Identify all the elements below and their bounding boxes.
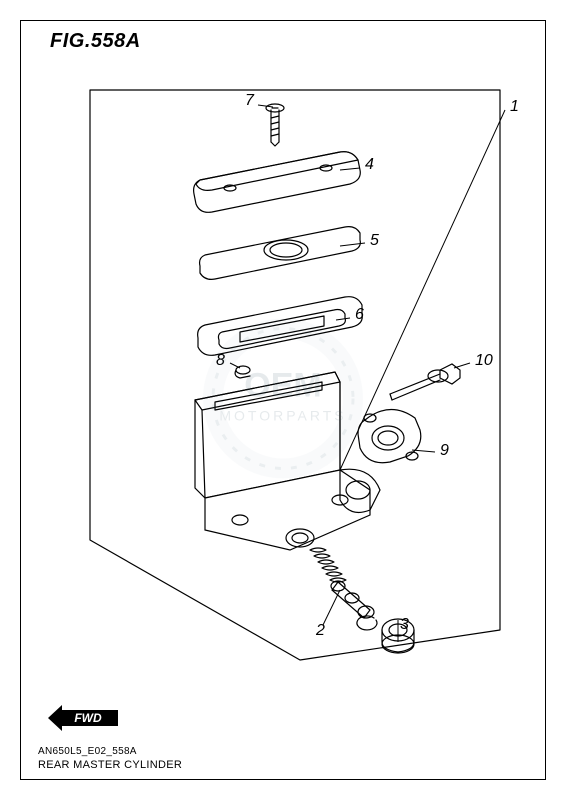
part-clip bbox=[235, 366, 250, 378]
fwd-badge: FWD bbox=[48, 705, 118, 731]
callout-1: 1 bbox=[510, 98, 519, 116]
diagram-svg bbox=[40, 70, 530, 690]
callout-6: 6 bbox=[355, 306, 364, 324]
part-piston-set bbox=[310, 548, 377, 630]
part-diaphragm-plate bbox=[200, 227, 361, 280]
callout-4: 4 bbox=[365, 156, 374, 174]
callout-9: 9 bbox=[440, 442, 449, 460]
callout-8: 8 bbox=[216, 352, 225, 370]
callout-10: 10 bbox=[475, 352, 493, 370]
diagram-area: 1 7 4 5 6 8 10 9 2 3 bbox=[40, 70, 530, 690]
footer-title: REAR MASTER CYLINDER bbox=[38, 759, 182, 771]
figure-title: FIG.558A bbox=[50, 30, 141, 53]
callout-3: 3 bbox=[400, 616, 409, 634]
part-screw bbox=[266, 104, 284, 146]
callout-7: 7 bbox=[245, 92, 254, 110]
callout-5: 5 bbox=[370, 232, 379, 250]
part-cap bbox=[194, 152, 361, 213]
part-master-cylinder-body bbox=[195, 372, 380, 550]
callout-2: 2 bbox=[316, 622, 325, 640]
part-clamp bbox=[358, 409, 421, 462]
part-bolt bbox=[390, 364, 460, 400]
fwd-label: FWD bbox=[74, 711, 102, 725]
part-diaphragm bbox=[198, 297, 363, 356]
footer-code: AN650L5_E02_558A bbox=[38, 746, 137, 757]
